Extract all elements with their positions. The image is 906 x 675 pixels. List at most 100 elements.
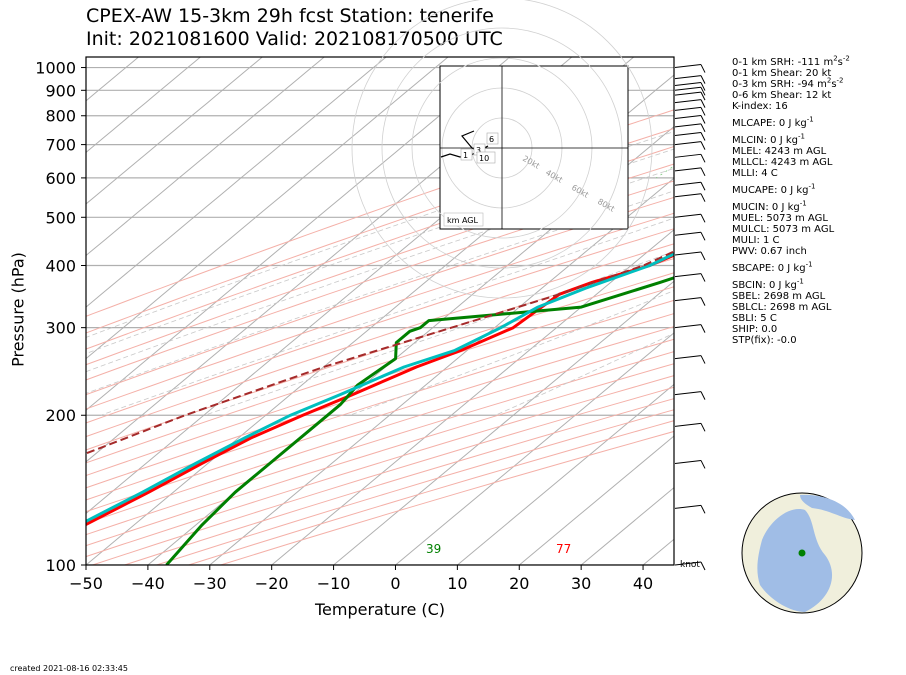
surface-temperature-label: 77 [556,542,571,556]
hodograph-ring [351,0,653,299]
y-tick-label: 300 [45,319,76,338]
x-tick-label: 0 [390,574,400,593]
wind-barb [674,123,702,128]
dry-adiabat [86,228,674,424]
wind-barb-flag [700,154,706,163]
wind-barb-flag [700,167,706,177]
wind-barb-flag [700,82,706,91]
wind-barb [674,459,702,464]
param-line: SBLI: 5 C [732,313,777,324]
isotherm [86,57,263,205]
sounding-parameters: 0-1 km SRH: -111 m2s-2 0-1 km Shear: 20 k… [732,55,850,346]
wind-barb-flag [700,324,706,333]
param-line: MLCIN: 0 J kg-1 [732,132,805,146]
wind-barb [674,181,702,186]
isotherm [86,57,139,102]
dry-adiabat [86,212,674,410]
dry-adiabat [86,243,674,438]
isotherm [86,57,387,308]
wind-barb [674,273,702,278]
dewpoint-line [165,276,674,565]
wind-barb-flag [700,460,706,469]
param-line: SBLCL: 2698 m AGL [732,302,832,313]
wind-barb [674,504,702,509]
wind-barb-flag [700,123,706,133]
wind-barb-flag [700,273,706,282]
moist-adiabat [86,190,674,394]
wind-barb-flag [700,99,706,108]
wind-barb [674,297,702,302]
wind-barb [674,106,702,111]
x-tick-label: −40 [131,574,165,593]
moist-adiabat [86,148,674,354]
hodograph-height-box [476,151,496,164]
hodograph-height-box [460,148,473,161]
hodograph-height-label: 3 [476,146,481,155]
x-axis-label: Temperature (C) [314,600,446,619]
param-line: MLEL: 4243 m AGL [732,146,827,157]
wind-barb-flag [700,355,706,364]
x-tick-label: −50 [69,574,103,593]
param-line: 0-6 km Shear: 12 kt [732,90,832,101]
isotherm [86,57,201,154]
param-line: K-index: 16 [732,101,788,112]
isotherm [209,177,674,565]
y-tick-label: 1000 [35,59,76,78]
x-tick-label: −20 [255,574,289,593]
moist-adiabat [100,217,674,416]
moist-adiabat [86,167,674,373]
x-tick-label: −10 [317,574,351,593]
dry-adiabat [86,109,674,317]
param-line: MUCIN: 0 J kg-1 [732,199,807,213]
wind-barb-flag [700,107,706,116]
dry-adiabat [86,313,674,501]
plot-frame [85,56,675,566]
y-tick-label: 900 [45,81,76,100]
wind-barb-flag [700,141,706,150]
wind-barb-flag [700,391,706,400]
wind-barb [674,75,702,80]
dry-adiabat [86,299,674,489]
wind-barb-flag [700,64,706,73]
param-line: MULCL: 5073 m AGL [732,224,835,235]
x-tick-label: −30 [193,574,227,593]
wind-barb-flag [700,232,706,241]
chart-title-line2: Init: 2021081600 Valid: 202108170500 UTC [86,28,503,50]
param-line: MUEL: 5073 m AGL [732,213,828,224]
param-line: STP(fix): -0.0 [732,335,797,346]
wind-barb [674,91,702,96]
isotherm [86,57,325,257]
wind-barb-flag [700,75,706,84]
mixing-ratio-line [868,68,906,178]
y-tick-label: 100 [45,556,76,575]
wind-barb [674,561,702,566]
mixing-ratio-line [899,68,906,178]
y-tick-label: 400 [45,256,76,275]
param-line: 0-1 km Shear: 20 kt [732,68,832,79]
param-line: MUCAPE: 0 J kg-1 [732,182,816,196]
x-tick-label: 40 [633,574,653,593]
ocean-shape [800,494,855,520]
x-tick-label: 30 [571,574,591,593]
y-axis-label: Pressure (hPa) [8,252,28,367]
created-timestamp: created 2021-08-16 02:33:45 [10,664,128,673]
wind-barb [674,99,702,104]
isotherm [333,280,674,565]
wind-barb-flag [700,115,706,124]
param-line: MLLCL: 4243 m AGL [732,157,833,168]
wind-barb-flag [700,297,706,306]
hodograph-height-label: 6 [489,135,494,144]
wind-barb-flag [700,132,706,141]
wind-barb [674,167,702,172]
parcel-line [86,250,674,455]
param-line: SBCIN: 0 J kg-1 [732,277,804,291]
hodograph-height-box [486,132,499,145]
wind-barb [674,231,702,236]
wind-barb [674,82,702,87]
hodograph-height-label: 1 [463,151,468,160]
param-line: 0-3 km SRH: -94 m2s-2 [732,76,844,90]
wind-barb [674,153,702,158]
x-tick-label: 20 [509,574,529,593]
wind-unit-label: knot [680,560,700,570]
